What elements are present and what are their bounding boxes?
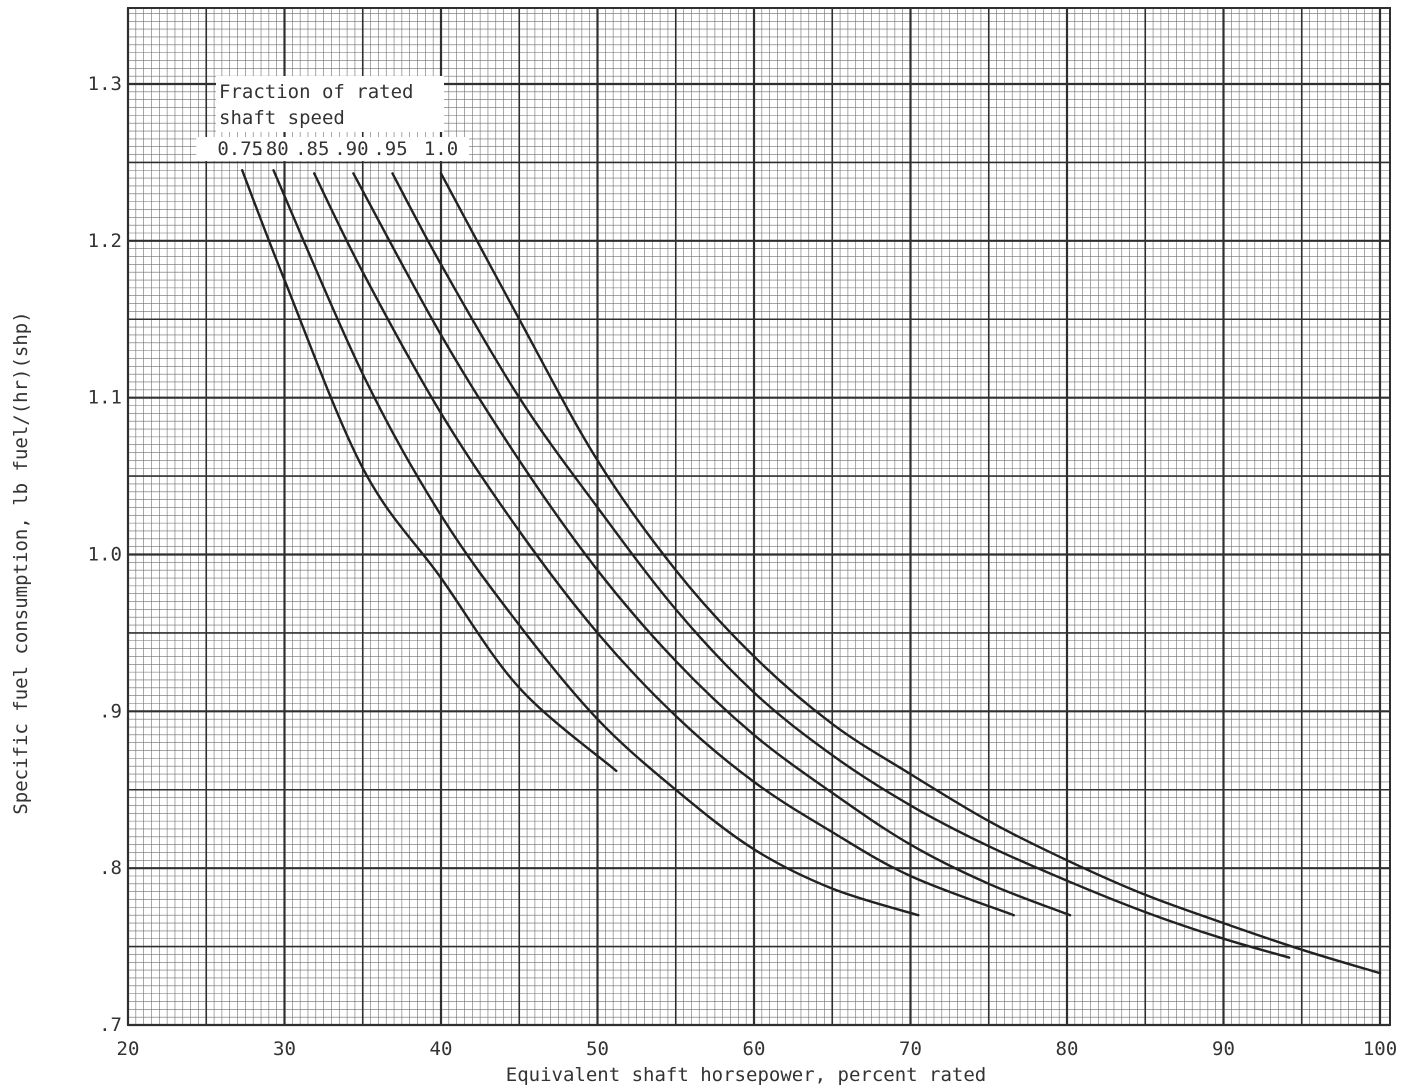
curve-label-80: .80 (254, 138, 288, 160)
x-tick-label: 70 (899, 1038, 922, 1060)
x-axis-title: Equivalent shaft horsepower, percent rat… (506, 1064, 986, 1086)
curve-label-95: .95 (373, 138, 407, 160)
legend: Fraction of rated shaft speed (216, 76, 444, 132)
series-line-90 (352, 172, 1072, 917)
y-axis-title: Specific fuel consumption, lb fuel/(hr)(… (10, 311, 32, 814)
y-tick-label: .9 (99, 700, 122, 722)
series-line-85 (313, 172, 1015, 917)
curve-label-85: .85 (295, 138, 329, 160)
y-tick-label: 1.0 (88, 544, 122, 566)
x-tick-label: 90 (1212, 1038, 1235, 1060)
x-tick-label: 80 (1056, 1038, 1079, 1060)
series-line-80 (272, 169, 920, 917)
curve-label-075: 0.75 (217, 138, 263, 160)
curve-label-90: .90 (334, 138, 368, 160)
curve-labels: 0.75.80 .85.90.95 1.0 (196, 137, 469, 161)
y-tick-label: 1.1 (88, 387, 122, 409)
x-tick-labels: 20 30 40 50 60 70 80 90 100 (117, 1038, 1398, 1060)
legend-title-line-2: shaft speed (219, 107, 345, 129)
legend-title-line-1: Fraction of rated (219, 81, 413, 103)
y-tick-label: .7 (99, 1014, 122, 1036)
curve-label-10: 1.0 (424, 138, 458, 160)
grid-fine-lines (128, 8, 1390, 1025)
curve-label-background (196, 137, 469, 161)
y-tick-label: .8 (99, 857, 122, 879)
plot-frame (127, 7, 1391, 1026)
x-tick-label: 20 (117, 1038, 140, 1060)
x-tick-label: 60 (743, 1038, 766, 1060)
series-lines (241, 169, 1382, 975)
x-tick-label: 40 (430, 1038, 453, 1060)
series-line-95 (391, 172, 1291, 959)
series-line-075 (241, 169, 618, 773)
series-line-10 (439, 172, 1382, 975)
legend-background (216, 76, 444, 132)
grid-major-lines (126, 7, 1391, 1027)
x-tick-label: 100 (1363, 1038, 1397, 1060)
x-tick-label: 50 (586, 1038, 609, 1060)
y-tick-labels: .7 .8 .9 1.0 1.1 1.2 1.3 (88, 73, 122, 1036)
x-tick-label: 30 (273, 1038, 296, 1060)
y-tick-label: 1.3 (88, 73, 122, 95)
y-tick-label: 1.2 (88, 230, 122, 252)
